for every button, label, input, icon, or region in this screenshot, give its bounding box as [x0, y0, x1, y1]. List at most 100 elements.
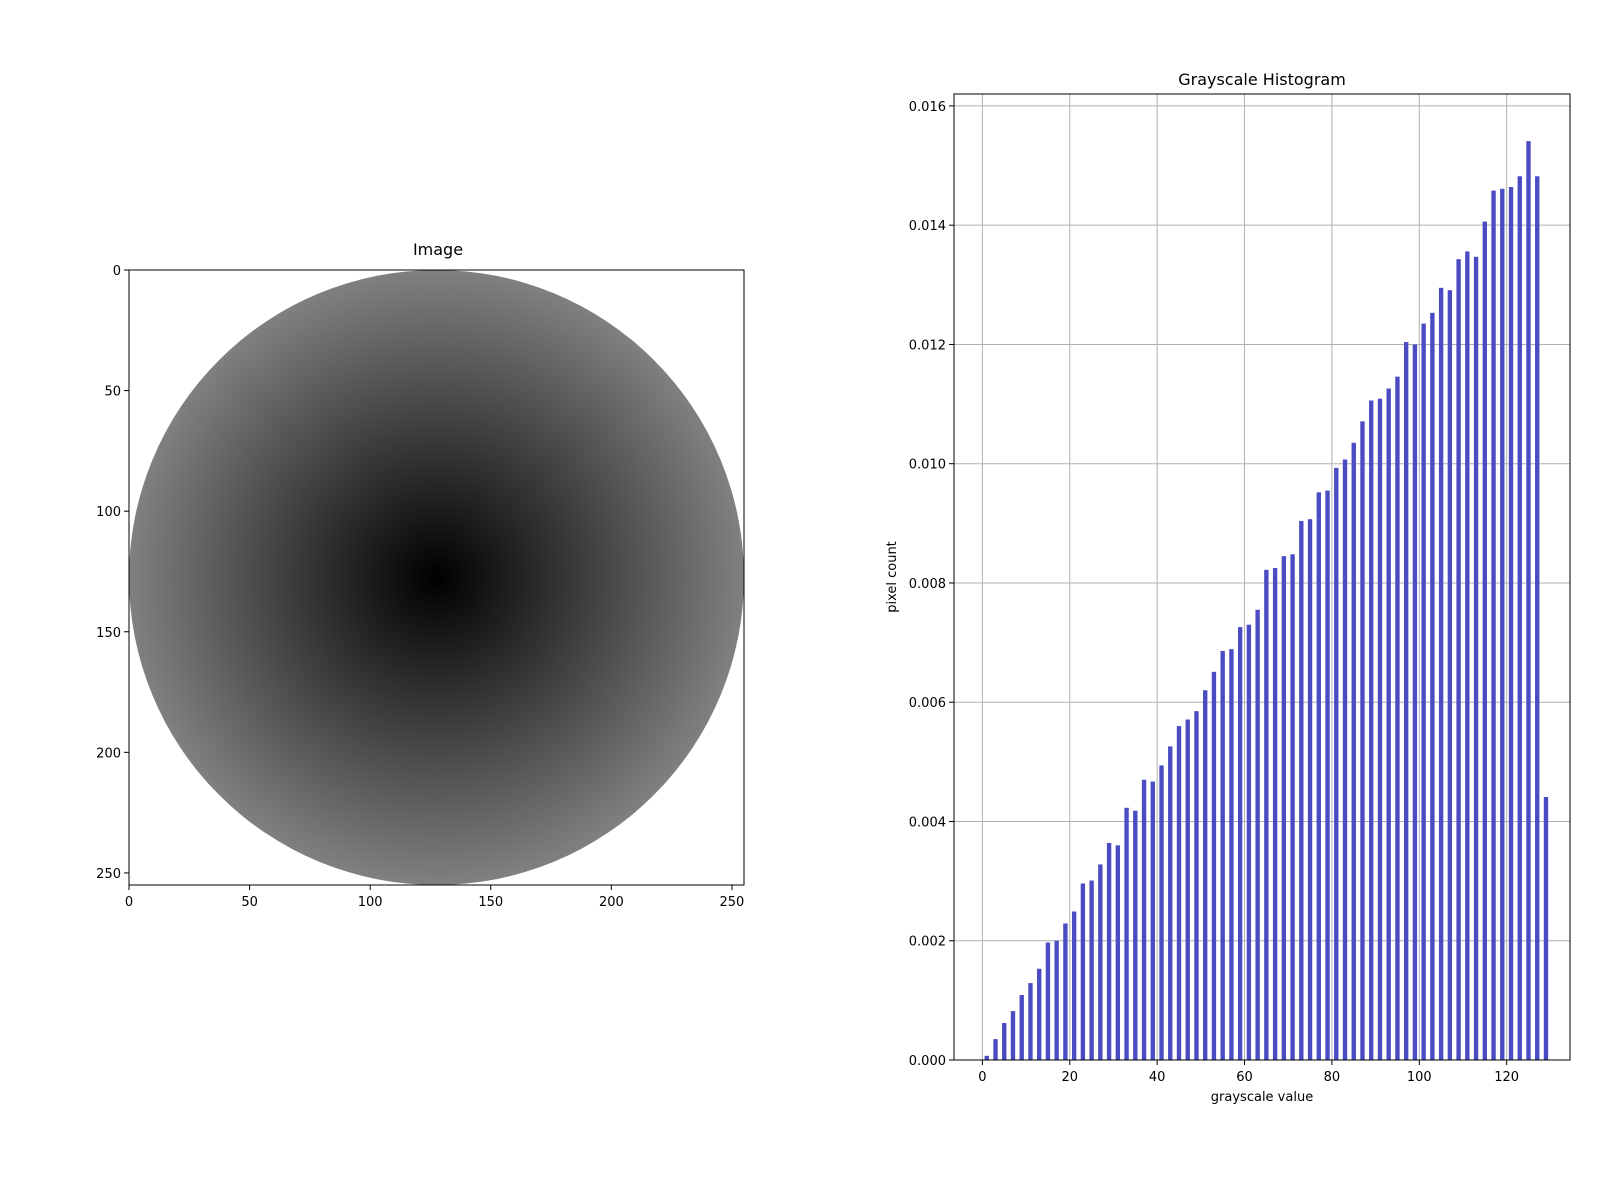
histogram-bar: [1203, 690, 1208, 1060]
histogram-bar: [1115, 845, 1121, 1060]
histogram-bar: [1342, 459, 1348, 1060]
histogram-bar: [1465, 251, 1470, 1060]
histogram-axes-frame: [953, 93, 1571, 1061]
image-y-tick-label: 100: [96, 505, 121, 520]
histogram-y-tick-label: 0.016: [909, 100, 946, 115]
histogram-bar: [1159, 765, 1164, 1060]
histogram-bar: [1281, 556, 1287, 1060]
histogram-y-tick-label: 0.002: [909, 935, 946, 950]
histogram-bar: [1246, 624, 1252, 1060]
histogram-y-tick-label: 0.014: [909, 219, 946, 234]
histogram-y-ticks: 0.000 0.002 0.004 0.006 0.008 0.010 0.012 0.014…: [909, 100, 954, 1069]
histogram-bar: [1168, 746, 1173, 1060]
histogram-bar: [1508, 187, 1514, 1060]
image-y-ticks: 0 50 100 150 200 250: [96, 264, 129, 882]
histogram-x-ticks: 0 20 40 60 80 100 120: [978, 1060, 1519, 1085]
histogram-bar: [1491, 190, 1496, 1061]
histogram-bar: [1447, 290, 1453, 1060]
histogram-bar: [1133, 810, 1138, 1060]
histogram-bar: [1535, 176, 1540, 1061]
histogram-bar: [1237, 627, 1243, 1060]
histogram-bar: [1080, 883, 1086, 1060]
histogram-y-tick-label: 0.000: [909, 1054, 946, 1069]
image-x-tick-label: 200: [599, 895, 624, 910]
histogram-bar: [1369, 400, 1374, 1060]
image-x-tick-label: 50: [241, 895, 258, 910]
histogram-bar: [1543, 797, 1549, 1060]
histogram-bar: [1054, 940, 1059, 1060]
image-y-tick-label: 50: [104, 385, 121, 400]
histogram-x-tick-label: 0: [978, 1070, 986, 1085]
histogram-bar: [1185, 719, 1190, 1060]
histogram-y-tick-label: 0.006: [909, 696, 946, 711]
histogram-x-tick-label: 100: [1407, 1070, 1432, 1085]
histogram-bar: [1395, 376, 1400, 1061]
histogram-bar: [1360, 421, 1365, 1060]
image-x-tick-label: 250: [720, 895, 745, 910]
histogram-bar: [1517, 176, 1522, 1061]
histogram-bar: [1272, 568, 1278, 1060]
histogram-bar: [1299, 520, 1304, 1060]
histogram-x-tick-label: 60: [1236, 1070, 1253, 1085]
histogram-bar: [1089, 880, 1094, 1060]
histogram-bar: [1377, 398, 1383, 1060]
histogram-bar: [1255, 609, 1260, 1060]
image-x-tick-label: 100: [358, 895, 383, 910]
histogram-y-tick-label: 0.010: [909, 458, 946, 473]
histogram-bar: [1124, 807, 1129, 1060]
histogram-bar: [1045, 942, 1051, 1060]
histogram-bar: [1150, 781, 1155, 1060]
histogram-panel: Grayscale Histogram 0 20 40 60 80 100 120 0.00…: [885, 70, 1571, 1105]
histogram-bar: [1412, 344, 1418, 1060]
histogram-bar: [1264, 569, 1269, 1060]
histogram-bar: [1194, 711, 1199, 1060]
histogram-bar: [1482, 221, 1487, 1060]
image-x-tick-label: 150: [478, 895, 503, 910]
histogram-bar: [1176, 726, 1182, 1060]
histogram-bar: [1500, 188, 1505, 1061]
histogram-bar: [1325, 490, 1330, 1060]
histogram-bar: [1106, 842, 1112, 1060]
histogram-bar: [1351, 442, 1356, 1060]
histogram-bar: [1316, 492, 1321, 1060]
histogram-bar: [1141, 779, 1147, 1060]
histogram-bar: [1456, 259, 1461, 1060]
image-y-tick-label: 250: [96, 867, 121, 882]
histogram-bar: [1421, 323, 1426, 1060]
image-x-ticks: 0 50 100 150 200 250: [125, 885, 744, 910]
histogram-x-tick-label: 80: [1324, 1070, 1341, 1085]
image-radial-disk: [129, 270, 744, 885]
histogram-title: Grayscale Histogram: [1178, 70, 1346, 89]
histogram-bar: [1526, 141, 1531, 1060]
histogram-bar: [1019, 995, 1024, 1060]
histogram-bar: [993, 1039, 998, 1060]
histogram-y-axis-label: pixel count: [885, 541, 900, 613]
histogram-bar: [984, 1055, 989, 1060]
histogram-y-tick-label: 0.008: [909, 577, 946, 592]
histogram-y-tick-label: 0.012: [909, 338, 946, 353]
histogram-bar: [1403, 342, 1409, 1060]
image-title: Image: [413, 240, 463, 259]
histogram-x-tick-label: 120: [1494, 1070, 1519, 1085]
histogram-bar: [1211, 671, 1217, 1060]
histogram-bar: [1438, 287, 1444, 1061]
histogram-x-tick-label: 40: [1149, 1070, 1166, 1085]
histogram-bar: [1002, 1023, 1007, 1060]
histogram-bar: [1063, 923, 1068, 1060]
histogram-bar: [1430, 312, 1435, 1061]
image-x-tick-label: 0: [125, 895, 133, 910]
histogram-bar: [1028, 983, 1033, 1060]
histogram-bar: [1290, 554, 1295, 1060]
histogram-x-axis-label: grayscale value: [1211, 1090, 1313, 1105]
image-axes-frame: [128, 269, 745, 886]
histogram-bar: [1220, 650, 1225, 1060]
histogram-bar: [1071, 911, 1077, 1060]
histogram-bar: [1386, 388, 1391, 1060]
histogram-bar: [1037, 968, 1042, 1060]
histogram-x-tick-label: 20: [1061, 1070, 1078, 1085]
histogram-bar: [1307, 519, 1313, 1060]
histogram-bar: [1473, 256, 1479, 1060]
histogram-bar: [1229, 649, 1234, 1060]
histogram-bar: [1098, 864, 1103, 1060]
